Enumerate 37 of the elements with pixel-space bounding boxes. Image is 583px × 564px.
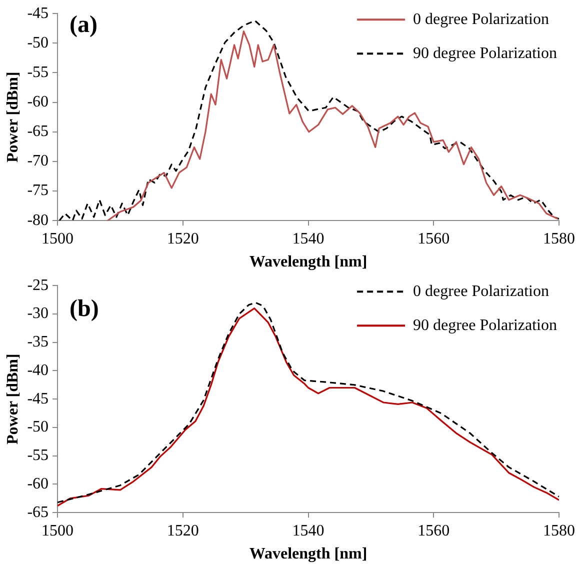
y-tick-label: -40 (27, 362, 49, 379)
y-tick-label: -50 (27, 418, 49, 436)
x-tick-label: 1560 (418, 230, 450, 248)
x-tick-label: 1520 (166, 522, 199, 540)
y-tick-label: -65 (27, 123, 49, 140)
y-axis-title: Power [dBm] (4, 72, 22, 162)
legend-label: 90 degree Polarization (413, 44, 558, 62)
y-tick-label: -65 (27, 504, 49, 521)
x-tick-label: 1560 (418, 522, 450, 540)
y-tick-label: -60 (27, 94, 49, 111)
x-tick-label: 1500 (42, 522, 74, 540)
x-tick-label: 1540 (292, 522, 324, 540)
y-tick-label: -45 (27, 390, 49, 408)
y-tick-label: -35 (27, 334, 49, 351)
y-tick-label: -75 (27, 182, 49, 200)
x-tick-label: 1580 (543, 522, 575, 540)
legend-label: 90 degree Polarization (413, 316, 558, 334)
legend-label: 0 degree Polarization (413, 282, 550, 300)
chart-title: (b) (70, 296, 99, 322)
y-tick-label: -45 (27, 4, 49, 22)
x-tick-label: 1580 (543, 230, 575, 248)
x-axis-title: Wavelength [nm] (249, 546, 368, 563)
x-tick-label: 1520 (166, 230, 199, 248)
y-tick-label: -60 (27, 475, 49, 492)
x-tick-label: 1540 (292, 230, 324, 248)
legend-label: 0 degree Polarization (413, 10, 550, 28)
y-tick-label: -55 (27, 447, 49, 464)
x-axis-title: Wavelength [nm] (249, 254, 368, 271)
y-tick-label: -30 (27, 305, 49, 322)
y-tick-label: -70 (27, 152, 49, 170)
y-tick-label: -80 (27, 212, 49, 229)
y-tick-label: -50 (27, 34, 49, 52)
chart-title: (a) (70, 12, 98, 38)
y-tick-label: -25 (27, 276, 49, 294)
y-axis-title: Power [dBm] (4, 354, 22, 444)
y-tick-label: -55 (27, 64, 49, 81)
x-tick-label: 1500 (42, 230, 74, 248)
